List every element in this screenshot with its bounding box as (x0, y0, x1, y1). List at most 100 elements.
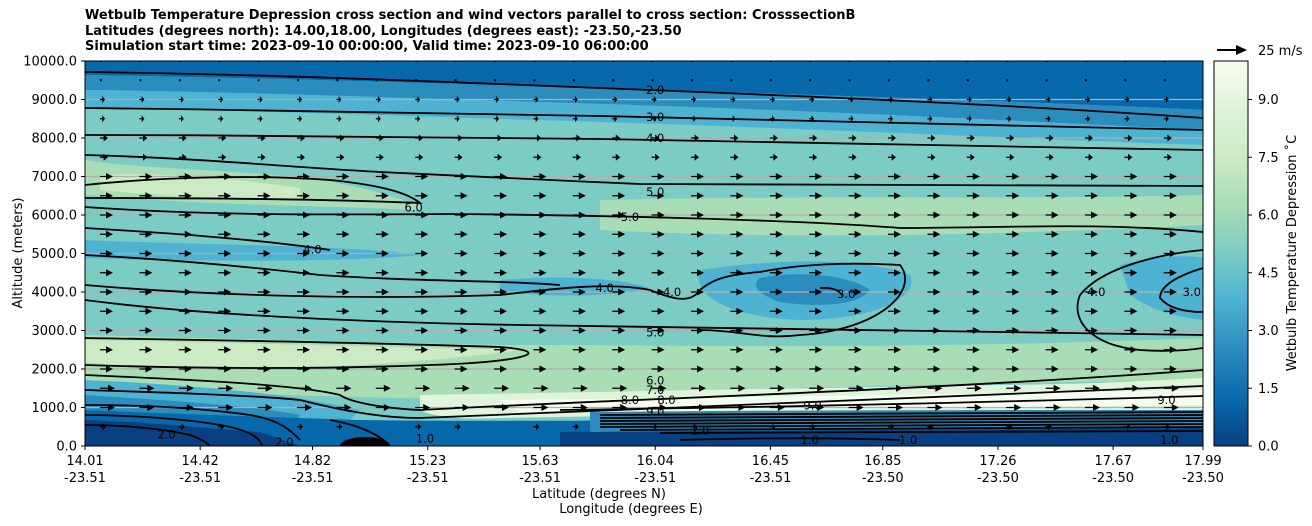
wind-vector (415, 346, 429, 354)
wind-vector (612, 115, 618, 123)
wind-vector (1045, 327, 1059, 334)
x-axis-label-latitude: Latitude (degrees N) (532, 487, 666, 502)
wind-vector (612, 269, 626, 277)
wind-vector (730, 79, 733, 82)
wind-vector (612, 288, 626, 296)
wind-vector (454, 211, 468, 219)
wind-vector (139, 269, 153, 277)
wind-vector (454, 327, 468, 334)
wind-vector (1163, 79, 1166, 82)
wind-vector (1045, 250, 1059, 257)
wind-vector (375, 230, 389, 238)
wind-vector (769, 250, 783, 257)
wind-vector (533, 404, 549, 411)
wind-vector (1124, 404, 1140, 411)
wind-vector (178, 192, 192, 200)
wind-vector (257, 79, 260, 82)
wind-vector (769, 153, 778, 161)
wind-vector (218, 79, 221, 82)
wind-vector (218, 384, 234, 392)
wind-vector (257, 211, 271, 219)
wind-vector (730, 346, 744, 354)
wind-vector (375, 404, 391, 411)
wind-vector (927, 250, 941, 257)
wind-vector (691, 269, 704, 277)
wind-vector (139, 346, 153, 354)
wind-vector (1203, 154, 1211, 161)
contour-label: 8.0 (657, 393, 675, 407)
wind-vector (1085, 365, 1098, 373)
wind-vector (139, 134, 148, 142)
contour-label: 4.0 (646, 131, 664, 145)
y-tick-label: 4000.0 (32, 286, 78, 301)
wind-vector (927, 192, 941, 200)
wind-vector (178, 230, 192, 238)
wind-vector (100, 96, 105, 103)
wind-vector (297, 192, 310, 200)
wind-vector (1045, 153, 1054, 161)
wind-vector (888, 230, 901, 238)
wind-vector (888, 115, 893, 123)
wind-vector (572, 404, 588, 411)
wind-vector (494, 192, 507, 200)
wind-vector (966, 173, 980, 180)
wind-vector (691, 346, 704, 354)
wind-vector (415, 365, 429, 373)
wind-vector (809, 230, 823, 238)
wind-vector (1124, 153, 1133, 161)
wind-vector (257, 96, 263, 103)
wind-vector (375, 384, 391, 392)
wind-vector (1163, 327, 1177, 334)
wind-vector (572, 269, 586, 277)
wind-vector (651, 230, 665, 238)
wind-vector (100, 327, 113, 334)
wind-vector (612, 173, 626, 180)
wind-vector (966, 211, 980, 219)
quiver-key: 25 m/s (1217, 44, 1303, 59)
wind-vector (100, 346, 113, 354)
wind-vector (336, 192, 350, 200)
wind-vector (966, 365, 980, 373)
wind-vector (336, 269, 350, 277)
wind-vector (809, 115, 815, 123)
wind-vector (178, 346, 192, 354)
wind-vector (415, 192, 429, 200)
wind-vector (1124, 192, 1138, 200)
colorbar-tick-label: 1.5 (1258, 382, 1279, 397)
wind-vector (100, 250, 113, 257)
contour-label: 3.0 (646, 110, 664, 124)
wind-vector (1163, 384, 1179, 392)
wind-vector (769, 384, 785, 392)
wind-vector (257, 365, 271, 373)
contour-label: 6.0 (405, 200, 423, 214)
wind-vector (809, 307, 823, 315)
wind-vector (139, 250, 153, 257)
contour-label: 1.0 (416, 431, 434, 445)
wind-vector (1163, 307, 1177, 315)
wind-vector (454, 365, 468, 373)
wind-vector (297, 211, 310, 219)
wind-vector (809, 327, 823, 334)
wind-vector (730, 96, 736, 103)
wind-vector (257, 250, 271, 257)
wind-vector (375, 79, 378, 82)
wind-vector (809, 404, 825, 411)
wind-vector (730, 134, 739, 142)
wind-vector (1006, 230, 1020, 238)
title-line-2: Latitudes (degrees north): 14.00,18.00, … (85, 23, 682, 39)
x-tick-label-latitude: 14.01 (66, 454, 103, 469)
wind-vector (848, 269, 862, 277)
wind-vector (297, 153, 305, 161)
wind-vector (1006, 384, 1022, 392)
wind-vector (730, 153, 739, 161)
wind-vector (415, 269, 429, 277)
wind-vector (1124, 327, 1138, 334)
wind-vector (336, 134, 345, 142)
wind-vector (848, 250, 862, 257)
wind-vector (691, 115, 696, 123)
x-tick-label-longitude: -23.51 (407, 471, 449, 486)
contour-label: 4.0 (663, 285, 681, 299)
wind-vector (651, 96, 657, 103)
wind-vector (612, 327, 626, 334)
wind-vector (1006, 307, 1020, 315)
